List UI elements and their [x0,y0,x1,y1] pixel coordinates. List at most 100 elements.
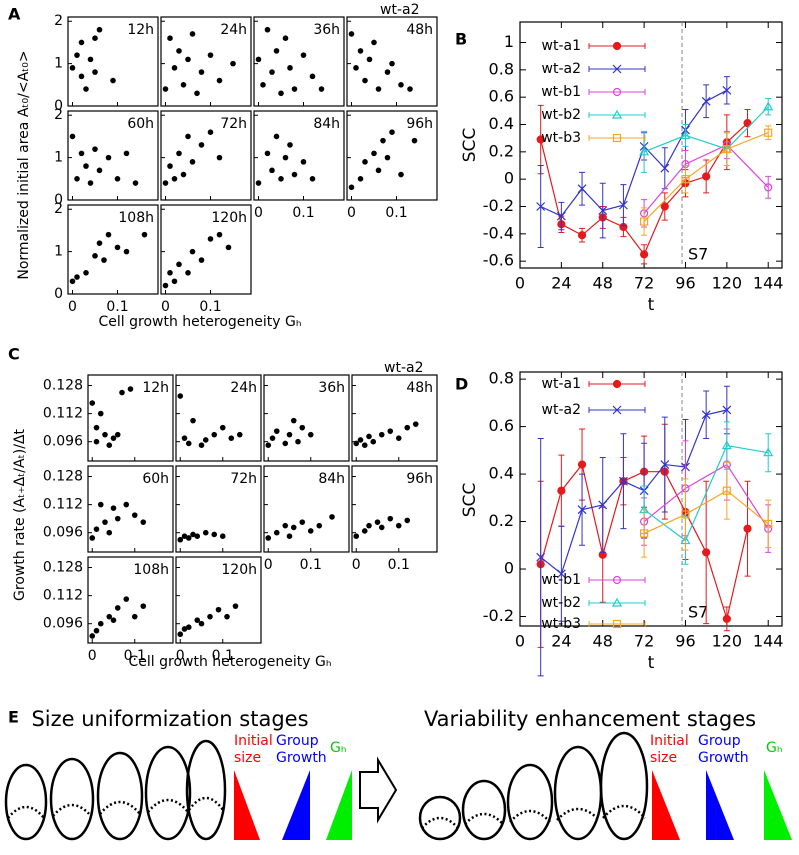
y-tick-label: 2 [54,201,63,217]
subplot-frame [351,465,438,553]
point [290,524,297,531]
x-tick-label: 120 [712,632,743,651]
point [110,435,117,441]
point [378,431,385,438]
point [207,52,214,58]
x-tick-label: 0.1 [300,557,322,573]
point [282,440,289,447]
point [74,52,80,58]
eggs-left [4,739,227,841]
panel-e: E Size uniformization stages Variability… [4,707,792,841]
boundary [602,804,646,819]
point [389,129,395,135]
x-tick-label: 24 [551,274,571,293]
boundary [556,807,600,821]
legend-label: wt-b1 [541,84,581,100]
point [395,522,402,529]
legend-label: wt-a1 [542,376,581,392]
point [329,514,335,520]
y-tick-label: 0.112 [43,406,83,422]
point [78,150,85,157]
point [384,154,391,161]
marker [598,206,608,216]
point [370,438,377,445]
point [282,35,289,41]
subplot-label: 12h [127,22,154,38]
subplot-label: 72h [220,116,247,132]
point [348,31,355,37]
y-axis-label: Growth rate (Aₜ₊Δₜ/Aₜ)/Δt [12,429,28,601]
x-tick-label: 0 [88,648,97,664]
series-line [540,409,727,575]
point [87,180,94,186]
point [264,26,271,33]
point [198,69,205,75]
point [265,442,272,449]
legend-swatch [588,89,646,95]
point [123,501,130,508]
point [114,605,121,611]
subplot-label: 24h [220,22,247,38]
x-tick-label: 0.1 [199,299,221,315]
marker [577,460,587,469]
point [207,129,214,135]
point [375,167,382,174]
y-tick-label: 0.128 [43,378,83,394]
point [97,410,104,417]
subplot-frame [160,16,252,107]
point [225,244,232,251]
point [295,438,301,445]
point [211,431,218,438]
legend-label: wt-a1 [542,38,581,54]
panel-tag: C [8,345,20,364]
subplot-label: 84h [313,116,340,132]
point [185,56,191,63]
legend-label: wt-b3 [541,130,581,146]
subplot-label: 96h [406,471,433,487]
point [366,522,372,529]
marker [701,96,711,106]
point [92,253,98,259]
subplot-frame [67,204,159,295]
point [407,86,413,92]
point [309,73,316,80]
point [181,435,188,441]
point [353,440,360,447]
x-tick-label: 0.1 [292,205,314,221]
y-tick-label: 0 [54,192,63,208]
point [228,435,235,441]
point [300,52,307,58]
point [123,248,130,255]
subplot-label: 36h [313,22,340,38]
boundary [464,812,504,825]
point [216,231,223,238]
marker [598,500,608,510]
boundary [99,800,141,815]
point [207,613,213,620]
subplot-frame [160,204,252,295]
point [185,624,192,631]
point [374,519,381,525]
error-bar [682,478,689,551]
y-axis-label: Normalized initial area Aₜ₀/<Aₜ₀> [16,50,32,279]
subplot-label: 48h [406,380,433,396]
subplot-frame [263,374,350,462]
series-line [643,489,769,534]
subplot-label: 60h [127,116,154,132]
point [211,531,218,538]
y-tick-label: 0.096 [43,434,83,450]
boundary [147,798,189,813]
boundary [421,816,459,829]
point [180,171,187,178]
point [102,431,108,438]
y-tick-label: 0.8 [489,59,514,78]
point [353,533,360,540]
point [198,620,205,627]
marker [722,486,731,495]
legend-label: Group [276,733,319,749]
subplot-label: 96h [406,116,433,132]
marker [743,119,752,128]
x-tick-label: 0.1 [388,557,410,573]
point [114,176,121,182]
point [307,431,314,438]
